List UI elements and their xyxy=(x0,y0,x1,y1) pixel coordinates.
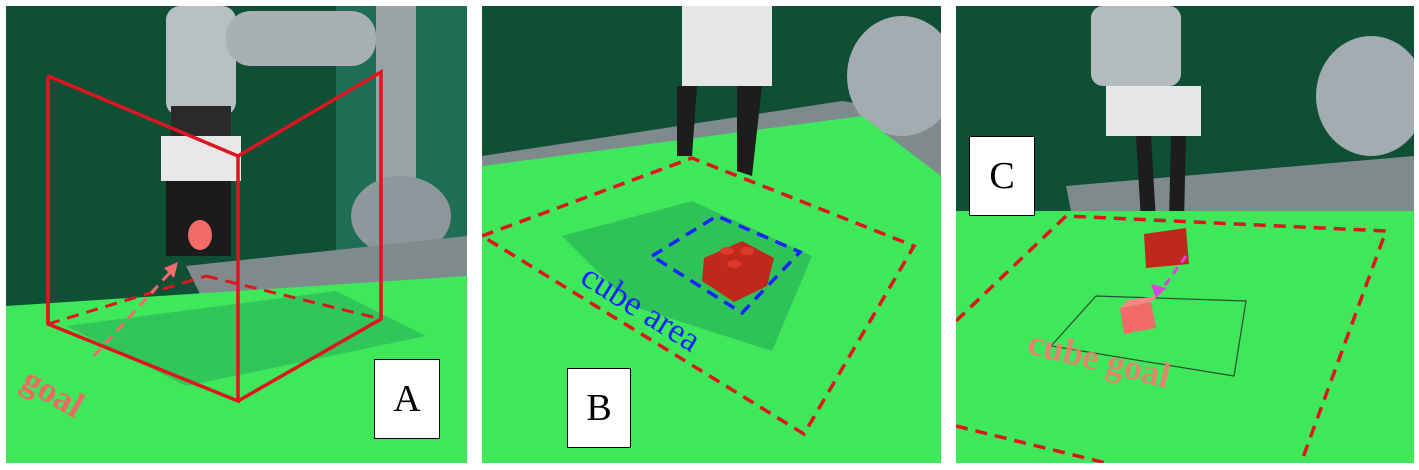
panel-b-scene xyxy=(482,6,941,463)
panel-label-a: A xyxy=(374,359,440,439)
panel-a: goal A xyxy=(6,6,467,463)
cube-goal-marker xyxy=(1120,302,1156,334)
panel-label-b: B xyxy=(567,368,631,448)
panel-b: cube area B xyxy=(482,6,941,463)
panel-label-c: C xyxy=(969,136,1035,216)
goal-marker xyxy=(188,220,212,250)
panel-c: cube goal C xyxy=(956,6,1414,463)
panel-c-scene xyxy=(956,6,1414,463)
red-cube xyxy=(702,241,774,302)
panel-a-scene xyxy=(6,6,467,463)
